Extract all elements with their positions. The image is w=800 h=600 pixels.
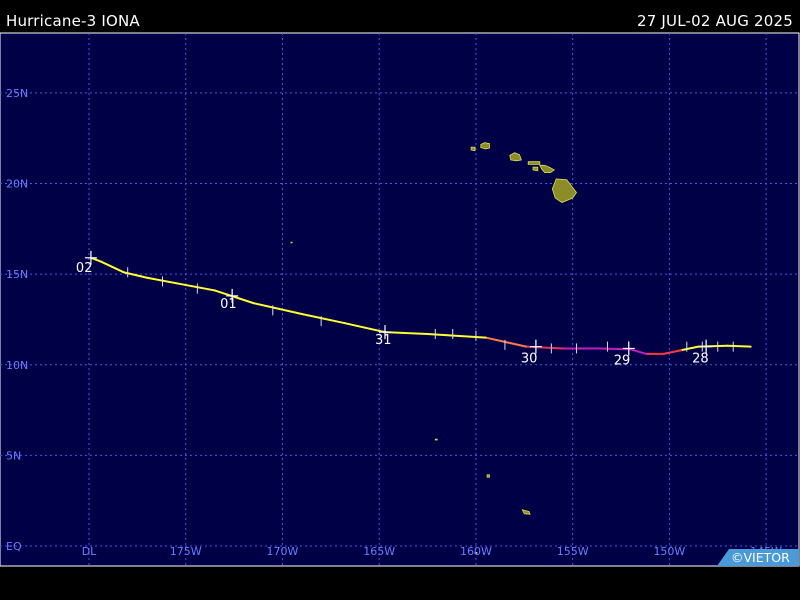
credit-badge: ©VIETOR — [717, 549, 799, 566]
lat-lon-grid — [0, 33, 799, 566]
credit-background — [717, 549, 799, 566]
track-segment — [252, 302, 303, 316]
track-segment — [343, 322, 386, 334]
lon-label: 175W — [170, 545, 202, 558]
day-label: 30 — [521, 352, 538, 367]
track-segment — [99, 260, 125, 274]
island-lanai — [532, 166, 539, 172]
track-segment — [679, 345, 700, 352]
lon-label: 160W — [460, 545, 492, 558]
lon-label: 170W — [267, 545, 299, 558]
day-label: 28 — [692, 352, 709, 367]
track-segment — [300, 313, 346, 325]
track-segment — [383, 331, 429, 335]
lat-label: 25N — [6, 87, 28, 100]
track-markers — [84, 250, 734, 356]
island-jarvis — [474, 552, 478, 554]
track-segment — [726, 344, 752, 348]
day-label: 02 — [76, 261, 93, 276]
lat-label: 15N — [6, 268, 28, 281]
lon-label: 165W — [363, 545, 395, 558]
track-segment — [89, 256, 102, 263]
map-labels: 25N 20N 15N 10N 5N EQ DL 175W 170W 165W 160W 155W 15… — [6, 87, 782, 558]
track-segment — [484, 336, 528, 348]
lat-label: 20N — [6, 177, 28, 190]
credit-text: ©VIETOR — [731, 550, 790, 565]
day-label: 01 — [220, 297, 237, 312]
ocean-background — [0, 32, 800, 567]
storm-title: Hurricane-3 IONA — [6, 12, 140, 30]
island-niihau — [470, 146, 476, 152]
island-oahu — [509, 152, 522, 162]
island-johnston-atoll — [290, 241, 293, 244]
island-palmyra — [434, 438, 438, 441]
lon-label: 150W — [653, 545, 685, 558]
island-kauai — [480, 142, 490, 150]
track-segment — [213, 289, 255, 305]
lon-label: 155W — [557, 545, 589, 558]
date-range: 27 JUL-02 AUG 2025 — [636, 12, 793, 30]
land-masses — [290, 142, 577, 554]
lat-label: EQ — [6, 540, 22, 553]
title-bar: Hurricane-3 IONA 27 JUL-02 AUG 2025 — [0, 0, 800, 33]
day-label: 29 — [614, 353, 631, 368]
track-segment — [175, 282, 216, 292]
island-molokai — [527, 161, 541, 165]
island-kiritimati — [521, 509, 531, 515]
island-tabuaeran — [486, 474, 490, 478]
track-segment — [146, 276, 178, 285]
day-label: 31 — [375, 333, 392, 348]
island-big-island — [551, 178, 577, 203]
track-segment — [629, 348, 648, 355]
track-segment — [598, 347, 632, 351]
lon-label: DL — [82, 545, 97, 558]
track-segment — [662, 349, 682, 355]
lat-label: 5N — [6, 449, 21, 462]
lat-label: 10N — [6, 359, 28, 372]
island-maui — [539, 164, 556, 174]
bottom-bar — [0, 567, 800, 600]
